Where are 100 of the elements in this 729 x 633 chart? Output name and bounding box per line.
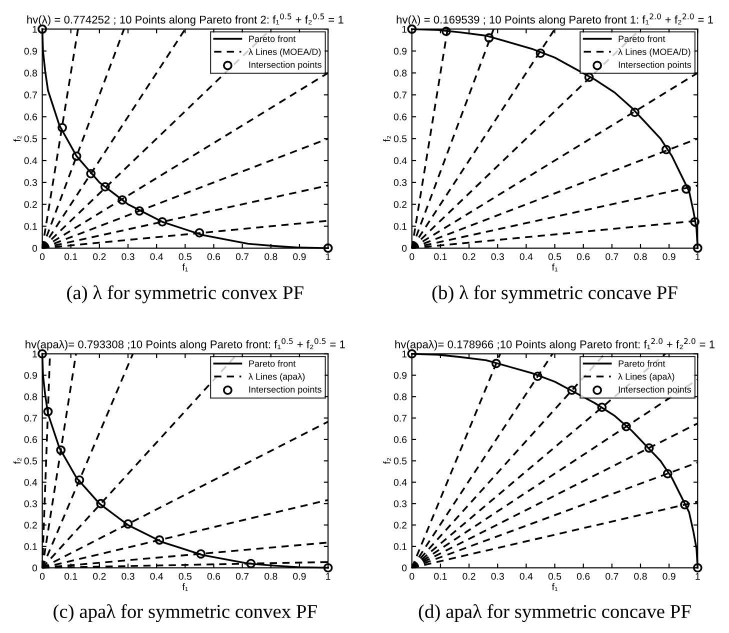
x-tick-label: 0.9 (293, 572, 306, 580)
y-tick-label: 0.2 (394, 201, 407, 208)
y-axis-title: f₂ (383, 458, 391, 464)
x-tick-label: 0.4 (150, 572, 164, 580)
y-axis-title: f₂ (383, 136, 391, 142)
x-tick-label: 0.9 (662, 253, 676, 260)
legend-label: Pareto front (249, 360, 296, 367)
x-tick-label: 0.4 (520, 253, 533, 260)
y-tick-label: 0.2 (394, 522, 407, 529)
x-tick-label: 0.2 (462, 253, 476, 260)
y-tick-label: 0.8 (24, 70, 37, 77)
y-tick-label: 0.3 (394, 179, 407, 186)
y-tick-label: 0.5 (394, 135, 407, 142)
x-tick-label: 0.6 (207, 253, 220, 260)
x-tick-label: 0.5 (178, 572, 192, 580)
x-tick-label: 0.4 (150, 253, 164, 260)
x-tick-label: 0.3 (122, 253, 134, 260)
y-tick-label: 0.2 (24, 522, 37, 529)
legend-label: Pareto front (249, 35, 296, 42)
x-axis-title: f₁ (552, 263, 558, 272)
y-tick-label: 1 (402, 26, 407, 33)
x-tick-label: 0.8 (634, 572, 647, 580)
y-tick-label: 0.7 (24, 414, 37, 422)
y-tick-label: 0 (402, 564, 407, 572)
y-tick-label: 0.6 (394, 113, 407, 120)
text: (d) apaλ for symmetric concave PF (418, 604, 691, 622)
legend-label: λ Lines (apaλ) (248, 373, 305, 382)
chart-title: hv(apaλ)= 0.178966 ;10 Points along Pareto front: f₁$^{2.0}$ + f₂$^{2.0}$ = 1 (395, 338, 714, 351)
y-tick-label: 0.9 (394, 372, 407, 379)
x-tick-label: 0 (410, 253, 414, 260)
y-tick-label: 0.6 (24, 113, 37, 120)
x-tick-label: 0 (410, 572, 414, 580)
x-tick-label: 0.6 (207, 572, 220, 580)
x-tick-label: 0.5 (178, 253, 192, 260)
x-tick-label: 0.6 (576, 572, 590, 580)
x-tick-label: 0.2 (462, 572, 476, 580)
y-tick-label: 0.9 (24, 48, 37, 55)
legend-label: λ Lines (MOEA/D) (248, 48, 321, 57)
y-tick-label: 0.4 (394, 157, 407, 164)
x-tick-label: 0.5 (548, 253, 562, 260)
y-tick-label: 0 (32, 244, 38, 252)
y-tick-label: 0.4 (24, 478, 38, 486)
chart-title: hv(λ) = 0.169539 ; 10 Points along Pareto front 1: f₁$^{2.0}$ + f₂$^{2.0}$ = 1 (396, 13, 713, 26)
x-tick-label: 0.8 (264, 572, 278, 580)
x-tick-label: 1 (696, 573, 700, 580)
x-tick-label: 0.8 (264, 253, 278, 260)
y-tick-label: 0.7 (394, 92, 407, 98)
x-axis-title: f₁ (552, 583, 558, 591)
y-tick-label: 1 (32, 350, 37, 358)
y-tick-label: 0.9 (394, 48, 407, 55)
y-tick-label: 0.8 (394, 70, 407, 77)
text: (a) λ for symmetric convex PF (67, 285, 304, 304)
x-tick-label: 0.8 (634, 253, 647, 260)
x-tick-label: 0.1 (64, 572, 78, 580)
y-tick-label: 0.2 (24, 201, 37, 208)
legend-label: Intersection points (249, 386, 322, 394)
x-tick-label: 0.3 (491, 253, 504, 260)
y-tick-label: 0.9 (24, 372, 37, 379)
x-tick-label: 0.3 (122, 572, 134, 580)
y-axis-title: f₂ (13, 458, 22, 464)
x-tick-label: 0.4 (520, 572, 533, 580)
x-tick-label: 1 (326, 253, 330, 260)
x-tick-label: 0.7 (236, 572, 249, 580)
x-tick-label: 0.1 (64, 253, 78, 260)
x-tick-label: 0.9 (293, 253, 306, 260)
legend-label: Intersection points (249, 61, 322, 70)
x-tick-label: 0.1 (434, 253, 447, 260)
x-tick-label: 0.5 (548, 572, 562, 580)
text: (b) λ for symmetric concave PF (432, 285, 678, 304)
y-tick-label: 0.8 (394, 393, 407, 400)
y-tick-label: 1 (32, 26, 37, 33)
y-axis-title: f₂ (13, 136, 22, 142)
x-tick-label: 0.6 (576, 253, 590, 260)
legend-label: λ Lines (MOEA/D) (618, 48, 690, 57)
y-tick-label: 0 (32, 564, 38, 572)
y-tick-label: 0.3 (24, 179, 37, 186)
x-tick-label: 0.7 (606, 572, 618, 580)
x-axis-title: f₁ (182, 583, 188, 591)
y-tick-label: 0.1 (24, 543, 37, 550)
y-tick-label: 1 (402, 350, 407, 358)
y-tick-label: 0.7 (24, 92, 37, 98)
y-tick-label: 0.3 (394, 500, 407, 508)
legend-label: Pareto front (618, 360, 666, 367)
y-tick-label: 0.1 (394, 222, 407, 230)
x-tick-label: 0.7 (606, 253, 618, 260)
y-tick-label: 0 (402, 244, 407, 252)
legend-label: λ Lines (apaλ) (618, 373, 674, 382)
y-tick-label: 0.1 (394, 543, 407, 550)
legend-label: Pareto front (618, 35, 666, 42)
chart-title: hv(λ) = 0.774252 ; 10 Points along Pareto front 2: f₁$^{0.5}$ + f₂$^{0.5}$ = 1 (27, 13, 344, 26)
chart-title: hv(apaλ)= 0.793308 ;10 Points along Pareto front: f₁$^{0.5}$ + f₂$^{0.5}$ = 1 (26, 338, 345, 351)
x-tick-label: 0.9 (662, 572, 676, 580)
y-tick-label: 0.7 (394, 414, 407, 422)
y-tick-label: 0.6 (394, 436, 407, 444)
y-tick-label: 0.6 (24, 436, 37, 444)
legend-label: Intersection points (618, 386, 692, 394)
y-tick-label: 0.5 (24, 458, 38, 464)
y-tick-label: 0.4 (24, 157, 38, 164)
x-tick-label: 0.2 (93, 253, 106, 260)
y-tick-label: 0.5 (394, 458, 407, 464)
